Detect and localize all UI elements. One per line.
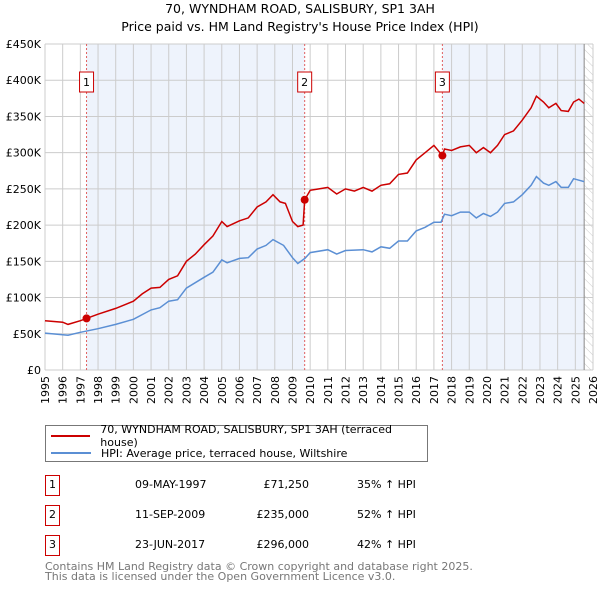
y-tick-label: £50K: [13, 328, 42, 341]
y-tick-label: £300K: [6, 147, 42, 160]
sale-price: £296,000: [256, 538, 310, 551]
legend-label: 70, WYNDHAM ROAD, SALISBURY, SP1 3AH (te…: [100, 423, 392, 449]
x-tick-label: 1997: [74, 376, 87, 404]
shaded-band: [86, 44, 305, 370]
y-tick-label: £100K: [6, 292, 42, 305]
x-tick-label: 2001: [145, 376, 158, 404]
sale-label-box: [297, 71, 313, 93]
x-tick-label: 2026: [587, 376, 600, 404]
x-tick-label: 2002: [163, 376, 176, 404]
x-tick-label: 1999: [110, 376, 123, 404]
legend-item-hpi: HPI: Average price, terraced house, Wilt…: [51, 445, 347, 461]
x-tick-label: 2019: [463, 376, 476, 404]
x-tick-label: 2016: [410, 376, 423, 404]
sale-label-box: [79, 71, 95, 93]
legend-swatch-blue: [51, 452, 91, 454]
y-tick-label: £150K: [6, 255, 42, 268]
legend-item-property: 70, WYNDHAM ROAD, SALISBURY, SP1 3AH (te…: [51, 423, 427, 449]
x-tick-label: 2006: [233, 376, 246, 404]
sale-hpi: 35% ↑ HPI: [357, 478, 416, 491]
y-tick-label: £250K: [6, 183, 42, 196]
footer-copyright: Contains HM Land Registry data © Crown c…: [45, 560, 473, 573]
x-tick-label: 2014: [375, 376, 388, 404]
x-tick-label: 2012: [340, 376, 353, 404]
footer-licence: This data is licensed under the Open Gov…: [45, 570, 396, 583]
sale-point: [300, 195, 309, 204]
sale-date: 09-MAY-1997: [135, 478, 207, 491]
sale-point: [82, 314, 91, 323]
sale-hpi: 52% ↑ HPI: [357, 508, 416, 521]
price-chart: 1995 1996 1997 1998 1999 2000 2001 2002 2003 2004…: [6, 38, 600, 404]
x-tick-label: 1996: [57, 376, 70, 404]
legend: 70, WYNDHAM ROAD, SALISBURY, SP1 3AH (te…: [45, 423, 428, 462]
sale-price: £235,000: [256, 508, 310, 521]
future-hatch: [584, 44, 593, 370]
x-tick-label: 2003: [180, 376, 193, 404]
x-tick-label: 2013: [357, 376, 370, 404]
x-tick-label: 1998: [92, 376, 105, 404]
series-line-property: [44, 95, 585, 326]
x-tick-label: 2000: [127, 376, 140, 404]
x-tick-label: 2024: [552, 376, 565, 404]
sale-label-box: [434, 71, 450, 93]
x-tick-label: 2017: [428, 376, 441, 404]
x-tick-label: 2020: [481, 376, 494, 404]
sale-label: 1: [83, 76, 90, 89]
x-tick-label: 2010: [304, 376, 317, 404]
y-tick-label: £200K: [6, 219, 42, 232]
x-tick-label: 1995: [39, 376, 52, 404]
sale-point: [438, 151, 447, 160]
sale-label: 3: [439, 76, 446, 89]
sale-price: £71,250: [263, 478, 310, 491]
series-line-hpi: [44, 175, 585, 336]
y-tick-label: £350K: [6, 110, 42, 123]
chart-subtitle: Price paid vs. HM Land Registry's House …: [121, 19, 479, 34]
x-tick-label: 2008: [269, 376, 282, 404]
x-tick-label: 2004: [198, 376, 211, 404]
x-tick-label: 2018: [446, 376, 459, 404]
sale-number: 1: [45, 475, 60, 496]
sale-date: 23-JUN-2017: [135, 538, 206, 551]
y-tick-label: £400K: [6, 74, 42, 87]
legend-swatch-red: [51, 435, 91, 437]
x-tick-label: 2009: [286, 376, 299, 404]
sale-number: 3: [45, 535, 60, 556]
sale-label: 2: [301, 76, 308, 89]
sale-number: 2: [45, 505, 60, 526]
y-tick-label: £450K: [6, 38, 42, 51]
x-tick-label: 2022: [516, 376, 529, 404]
table-row: 2 11-SEP-2009 £235,000 52% ↑ HPI: [45, 505, 465, 526]
x-tick-label: 2005: [216, 376, 229, 404]
y-tick-label: £0: [27, 364, 41, 377]
x-tick-label: 2025: [569, 376, 582, 404]
x-tick-label: 2021: [499, 376, 512, 404]
sale-hpi: 42% ↑ HPI: [357, 538, 416, 551]
x-tick-label: 2011: [322, 376, 335, 404]
legend-label: HPI: Average price, terraced house, Wilt…: [101, 446, 348, 460]
chart-title: 70, WYNDHAM ROAD, SALISBURY, SP1 3AH: [165, 1, 435, 16]
table-row: 1 09-MAY-1997 £71,250 35% ↑ HPI: [45, 475, 465, 496]
x-tick-label: 2015: [393, 376, 406, 404]
x-tick-label: 2023: [534, 376, 547, 404]
shaded-band: [442, 44, 585, 370]
table-row: 3 23-JUN-2017 £296,000 42% ↑ HPI: [45, 535, 465, 556]
x-tick-label: 2007: [251, 376, 264, 404]
sale-date: 11-SEP-2009: [135, 508, 206, 521]
